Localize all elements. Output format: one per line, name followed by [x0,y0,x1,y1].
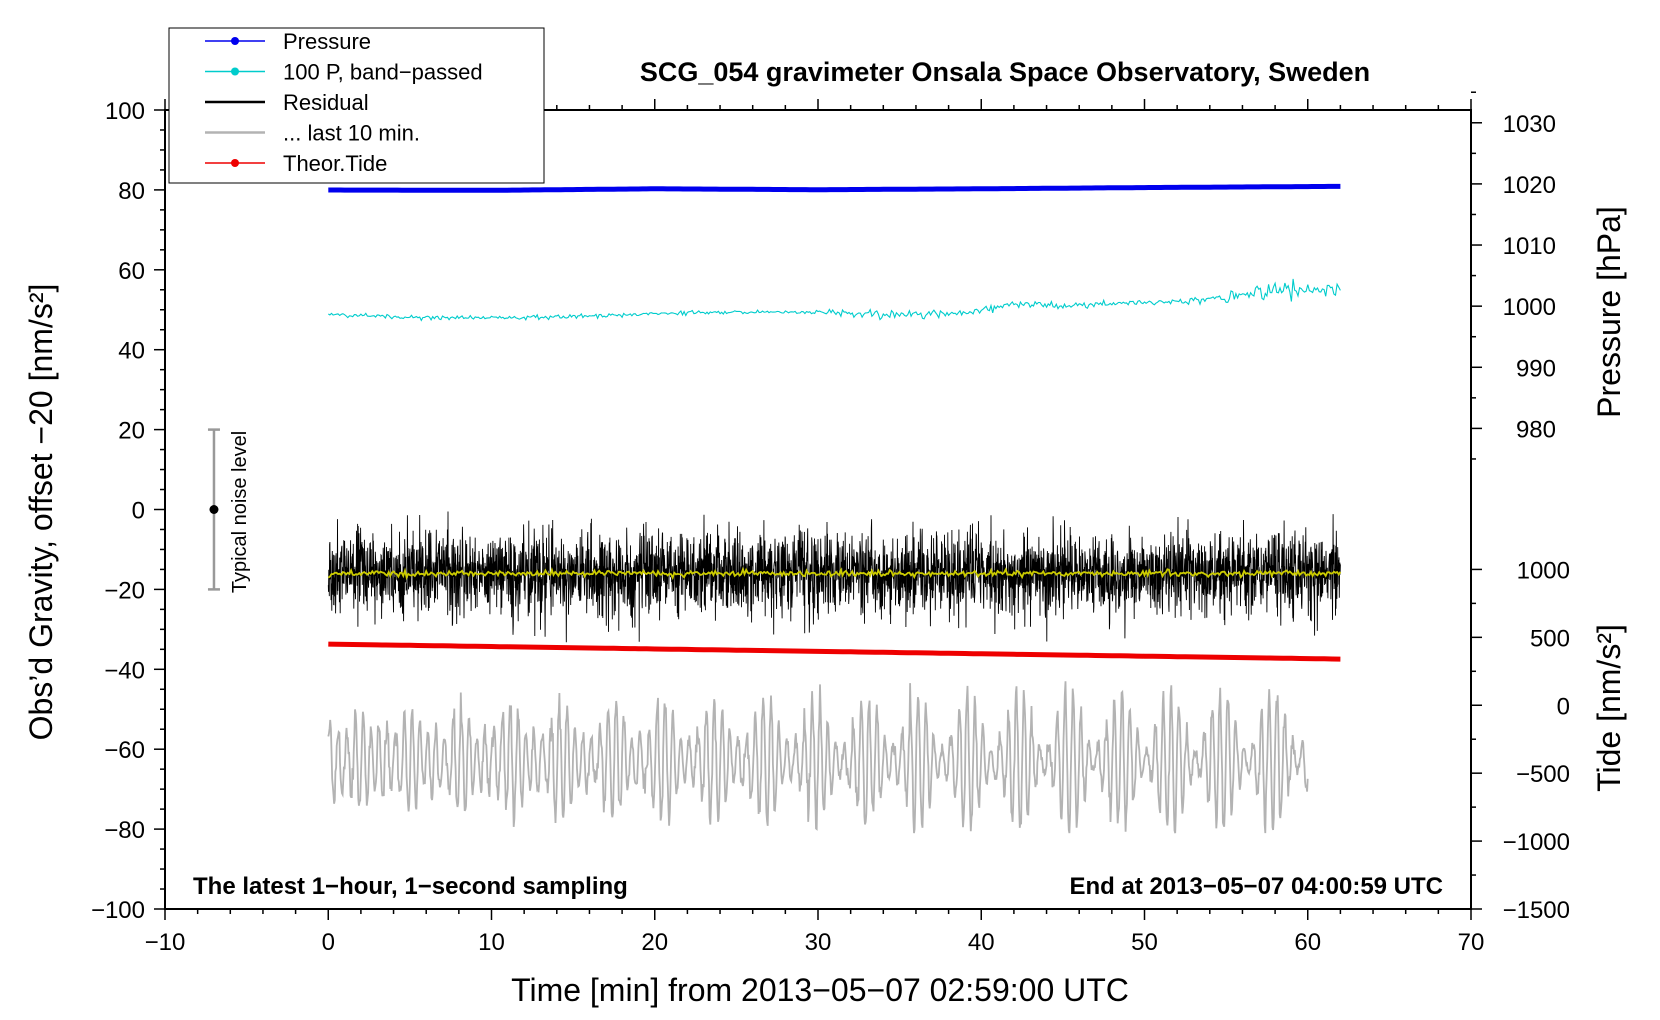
pressure-tick-label: 1000 [1503,294,1556,321]
y-tick-label: 20 [118,418,145,445]
tide-tick-label: −500 [1516,761,1570,788]
x-tick-label: 10 [478,929,505,956]
tide-tick-label: 500 [1530,625,1570,652]
x-axis-title: Time [min] from 2013−05−07 02:59:00 UTC [511,972,1129,1008]
band-passed-pressure-series [328,278,1341,322]
band-passed-line [328,278,1341,322]
tide-axis-ticks: −1500 −1000 −500 0 500 1000 [1471,557,1570,924]
legend-label: ... last 10 min. [283,121,420,146]
x-tick-label: 60 [1294,929,1321,956]
tide-tick-label: −1000 [1503,829,1570,856]
legend-box [168,27,545,184]
residual-series [327,511,1341,643]
x-tick-label: 30 [805,929,832,956]
y-tick-label: −40 [104,657,145,684]
residual-line [327,511,1341,643]
noise-level-label: Typical noise level [229,431,251,593]
end-time-annotation: End at 2013−05−07 04:00:59 UTC [1069,873,1443,900]
pressure-series [328,183,1341,193]
pressure-tick-label: 990 [1516,355,1556,382]
legend: Pressure 100 P, band−passed Residual ... la… [168,27,545,184]
legend-label: 100 P, band−passed [283,60,483,85]
y-tick-label: 40 [118,338,145,365]
y-tick-label: 100 [105,98,145,125]
x-tick-label: 20 [641,929,668,956]
x-tick-label: −10 [145,929,186,956]
x-tick-label: 40 [968,929,995,956]
x-tick-label: 50 [1131,929,1158,956]
y-tick-label: 0 [132,498,145,525]
y-tick-label: −20 [104,577,145,604]
pressure-tick-label: 1020 [1503,172,1556,199]
residual-trend-line [327,566,1342,581]
legend-marker [231,37,239,45]
x-tick-label: 0 [322,929,335,956]
y-axis-left-ticks: −100 −80 −60 −40 −20 0 20 40 60 80 100 [91,98,165,924]
sampling-annotation: The latest 1−hour, 1−second sampling [193,873,628,900]
legend-label: Pressure [283,29,371,54]
noise-level-bar [207,428,220,591]
x-axis-ticks: −10 0 10 20 30 40 50 60 70 [145,99,1485,956]
y-tick-label: 60 [118,258,145,285]
tide-line [328,641,1341,662]
last-10-min-series [327,681,1309,834]
legend-marker [231,67,239,76]
y-tick-label: −100 [91,897,145,924]
chart-title: SCG_054 gravimeter Onsala Space Observat… [640,57,1370,87]
pressure-tick-label: 980 [1516,416,1556,443]
y-tick-label: −80 [104,817,145,844]
tide-axis-title: Tide [nm/s²] [1591,624,1627,792]
y-axis-left-title-main: Obs’d Gravity, offset −20 [nm/s²] [23,284,59,741]
tide-tick-label: 1000 [1517,557,1570,584]
legend-marker [231,159,239,167]
tide-tick-label: 0 [1557,693,1570,720]
y-axis-left-title: Obs’d Gravity, offset −20 [nm/s²] [23,284,59,741]
legend-label: Theor.Tide [283,151,387,176]
y-tick-label: 80 [118,178,145,205]
pressure-line [328,183,1341,193]
pressure-tick-label: 1010 [1503,233,1556,260]
pressure-tick-label: 1030 [1503,111,1556,138]
tide-tick-label: −1500 [1503,897,1570,924]
x-tick-label: 70 [1458,929,1485,956]
noise-bar-center-dot [209,505,219,514]
legend-label: Residual [283,90,369,115]
y-tick-label: −60 [104,737,145,764]
pressure-axis-ticks: 980 990 1000 1010 1020 1030 [1471,91,1556,460]
last-10-min-line [327,681,1309,834]
theoretical-tide-series [328,641,1341,662]
pressure-axis-title: Pressure [hPa] [1591,206,1627,418]
residual-trend-series [327,566,1342,581]
